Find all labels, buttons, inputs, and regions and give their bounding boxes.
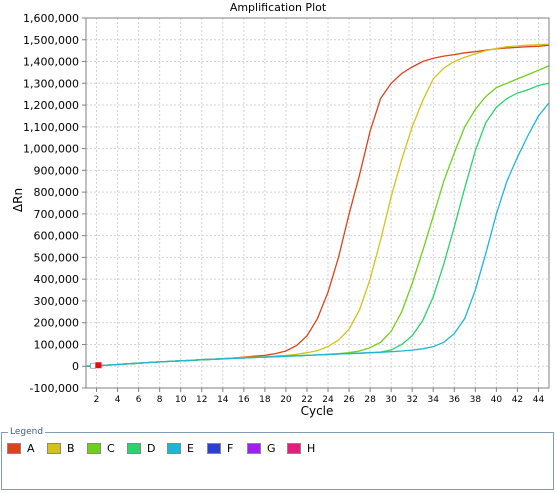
x-axis-label: Cycle bbox=[301, 404, 334, 418]
legend-label: D bbox=[147, 442, 156, 455]
legend-item-d[interactable]: D bbox=[127, 442, 167, 455]
x-tick-label: 20 bbox=[280, 395, 292, 405]
x-tick-label: 16 bbox=[238, 395, 250, 405]
y-tick-label: 0 bbox=[72, 360, 79, 373]
series-line-4 bbox=[85, 82, 550, 367]
legend-swatch bbox=[287, 443, 301, 454]
x-tick-label: 10 bbox=[175, 395, 187, 405]
chart-title: Amplification Plot bbox=[230, 1, 327, 14]
legend-label: E bbox=[187, 442, 194, 455]
y-tick-label: 1,400,000 bbox=[23, 56, 79, 69]
legend-label: G bbox=[267, 442, 276, 455]
legend-swatch bbox=[167, 443, 181, 454]
legend-label: H bbox=[307, 442, 316, 455]
y-tick-label: 1,100,000 bbox=[23, 121, 79, 134]
x-tick-label: 22 bbox=[301, 395, 312, 405]
x-tick-label: 24 bbox=[322, 395, 334, 405]
x-tick-label: 40 bbox=[491, 395, 503, 405]
y-tick-label: 200,000 bbox=[34, 317, 80, 330]
x-tick-label: 8 bbox=[157, 395, 163, 405]
x-tick-label: 14 bbox=[217, 395, 229, 405]
series-line-5 bbox=[85, 102, 550, 367]
legend-swatch bbox=[47, 443, 61, 454]
legend-swatch bbox=[127, 443, 141, 454]
y-tick-label: 600,000 bbox=[34, 230, 80, 243]
y-tick-label: 1,600,000 bbox=[23, 12, 79, 25]
y-tick-label: 1,300,000 bbox=[23, 77, 79, 90]
legend-item-e[interactable]: E bbox=[167, 442, 207, 455]
legend-item-h[interactable]: H bbox=[287, 442, 327, 455]
y-tick-label: 900,000 bbox=[34, 164, 80, 177]
x-tick-label: 30 bbox=[385, 395, 397, 405]
legend-item-c[interactable]: C bbox=[87, 442, 127, 455]
x-tick-label: 38 bbox=[470, 395, 482, 405]
y-tick-label: 800,000 bbox=[34, 186, 80, 199]
x-tick-label: 6 bbox=[136, 395, 142, 405]
y-tick-label: 400,000 bbox=[34, 273, 80, 286]
series-line-3 bbox=[85, 65, 550, 367]
x-tick-label: 12 bbox=[196, 395, 207, 405]
legend-label: F bbox=[227, 442, 234, 455]
marker-box bbox=[90, 362, 96, 369]
x-tick-label: 4 bbox=[115, 395, 121, 405]
y-tick-label: 1,000,000 bbox=[23, 143, 79, 156]
y-tick-label: -100,000 bbox=[30, 382, 79, 395]
grid bbox=[86, 17, 549, 389]
x-tick-label: 18 bbox=[259, 395, 271, 405]
legend-swatch bbox=[207, 443, 221, 454]
legend-item-f[interactable]: F bbox=[207, 442, 247, 455]
y-tick-label: 1,200,000 bbox=[23, 99, 79, 112]
y-tick-label: 1,500,000 bbox=[23, 34, 79, 47]
x-tick-label: 42 bbox=[512, 395, 523, 405]
legend: Legend A B C D E F G H bbox=[1, 426, 554, 490]
y-tick-label: 500,000 bbox=[34, 251, 80, 264]
y-tick-label: 100,000 bbox=[34, 338, 80, 351]
series-group bbox=[85, 43, 550, 369]
series-line-1 bbox=[85, 44, 550, 367]
legend-item-a[interactable]: A bbox=[7, 442, 47, 455]
legend-items: A B C D E F G H bbox=[7, 442, 327, 455]
x-tick-label: 34 bbox=[428, 395, 440, 405]
legend-item-g[interactable]: G bbox=[247, 442, 287, 455]
ticks: 2 4 6 8 10 12 14 16 18 20 22 24 26 28 30 32 34 36 38 40 42 44… bbox=[23, 12, 544, 405]
y-tick-label: 700,000 bbox=[34, 208, 80, 221]
legend-swatch bbox=[7, 443, 21, 454]
x-tick-label: 44 bbox=[533, 395, 545, 405]
legend-title: Legend bbox=[8, 426, 46, 438]
legend-label: C bbox=[107, 442, 115, 455]
x-tick-label: 32 bbox=[406, 395, 417, 405]
legend-swatch bbox=[247, 443, 261, 454]
plot-frame bbox=[85, 17, 550, 389]
legend-swatch bbox=[87, 443, 101, 454]
y-tick-label: 300,000 bbox=[34, 295, 80, 308]
legend-item-b[interactable]: B bbox=[47, 442, 87, 455]
legend-label: B bbox=[67, 442, 75, 455]
y-axis-label: ΔRn bbox=[11, 188, 25, 212]
x-tick-label: 36 bbox=[449, 395, 461, 405]
x-tick-label: 2 bbox=[94, 395, 100, 405]
legend-label: A bbox=[27, 442, 35, 455]
x-tick-label: 26 bbox=[343, 395, 355, 405]
amplification-chart: Amplification Plot ΔRn Cycle 2 4 6 8 10 12 14 1… bbox=[11, 1, 550, 418]
selected-well-marker bbox=[95, 362, 102, 369]
x-tick-label: 28 bbox=[364, 395, 376, 405]
